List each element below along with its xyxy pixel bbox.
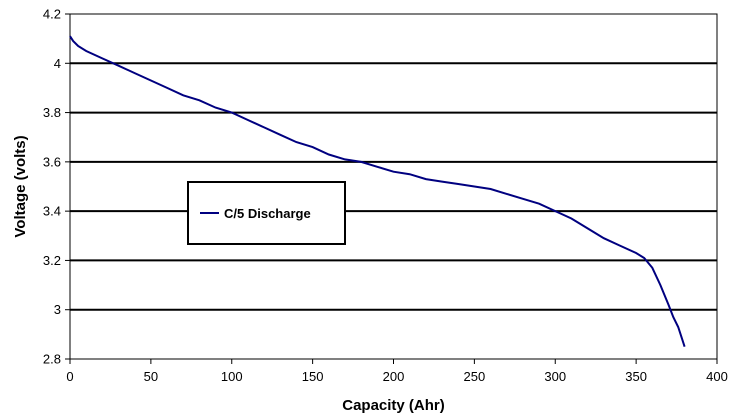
y-axis: 2.8 3 3.2 3.4 3.6 3.8 4 4.2: [43, 7, 70, 367]
series-line-c5-discharge: [69, 35, 686, 348]
y-tick-label: 3.8: [43, 105, 61, 120]
x-axis: 0 50 100 150 200 250 300 350 400: [66, 359, 728, 384]
x-tick-label: 200: [383, 369, 405, 384]
y-tick-label: 3.4: [43, 204, 61, 219]
x-tick-label: 0: [66, 369, 73, 384]
y-axis-title: Voltage (volts): [12, 135, 29, 237]
x-tick-label: 250: [464, 369, 486, 384]
y-tick-label: 3: [54, 302, 61, 317]
y-tick-label: 3.2: [43, 253, 61, 268]
x-tick-label: 400: [706, 369, 728, 384]
y-tick-label: 2.8: [43, 352, 61, 367]
x-tick-label: 50: [144, 369, 158, 384]
x-tick-label: 100: [221, 369, 243, 384]
x-tick-label: 350: [625, 369, 647, 384]
legend: C/5 Discharge: [187, 181, 346, 245]
x-axis-title: Capacity (Ahr): [342, 397, 445, 414]
gridlines: [70, 62, 717, 311]
y-tick-label: 4: [54, 56, 61, 71]
plot-area: [69, 13, 718, 360]
legend-label: C/5 Discharge: [224, 206, 311, 221]
x-tick-label: 150: [302, 369, 324, 384]
y-tick-label: 4.2: [43, 7, 61, 22]
x-tick-label: 300: [544, 369, 566, 384]
y-tick-label: 3.6: [43, 154, 61, 169]
